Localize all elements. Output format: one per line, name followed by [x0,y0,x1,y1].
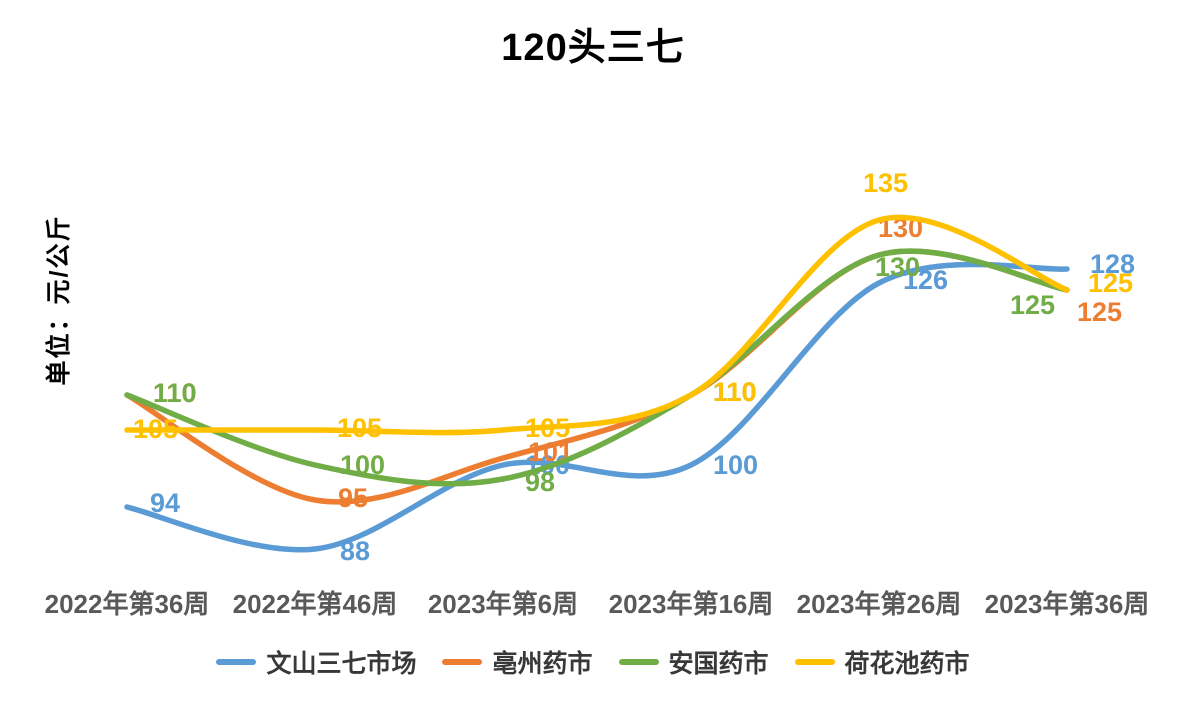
data-label-2-0: 110 [153,378,197,408]
legend-label-0: 文山三七市场 [266,650,417,678]
data-label-0-0: 94 [150,488,180,518]
legend-label-3: 荷花池药市 [844,650,970,678]
legend-label-2: 安国药市 [668,650,769,678]
data-label-0-5: 128 [1090,249,1135,279]
data-label-2-3: 110 [713,377,757,407]
data-label-2-1: 100 [340,450,385,480]
x-axis-label-1: 2022年第46周 [232,589,398,619]
legend-item-2: 安国药市 [618,644,769,680]
data-label-2-4: 130 [875,252,920,282]
legend-item-1: 亳州药市 [442,644,593,680]
data-label-0-4: 126 [903,265,948,295]
data-label-0-3: 100 [713,450,758,480]
legend-label-1: 亳州药市 [492,650,593,678]
data-label-1-1: 95 [338,483,368,513]
legend-item-0: 文山三七市场 [216,644,416,680]
legend: 文山三七市场 亳州药市 安国药市 荷花池药市 [0,644,1186,680]
data-label-2-5: 125 [1010,290,1055,320]
data-label-3-4: 135 [863,168,908,198]
legend-item-3: 荷花池药市 [794,644,970,680]
data-label-3-2: 105 [525,413,570,443]
data-label-1-5: 125 [1077,297,1122,327]
series-line-3 [124,214,1070,436]
x-axis-label-4: 2023年第26周 [796,589,962,619]
data-label-2-2: 98 [525,467,555,497]
data-label-1-3: 110 [713,377,757,407]
data-label-1-0: 110 [153,378,197,408]
x-axis-label-0: 2022年第36周 [44,589,210,619]
x-axis: 2022年第36周 2022年第46周 2023年第6周 2023年第16周 2023年… [0,584,1186,619]
x-axis-label-5: 2023年第36周 [984,589,1150,619]
legend-line-marker-icon [442,659,483,665]
data-label-0-1: 88 [340,536,370,566]
series-line-2 [124,248,1070,487]
legend-line-marker-icon [618,659,659,665]
x-axis-label-2: 2023年第6周 [427,589,579,619]
data-label-3-3: 110 [713,377,757,407]
x-axis-label-3: 2023年第16周 [608,589,774,619]
legend-line-marker-icon [216,659,257,665]
data-label-3-0: 105 [133,414,178,444]
data-label-3-5: 125 [1088,268,1133,298]
series-line-0 [124,261,1070,553]
data-label-3-1: 105 [337,413,382,443]
legend-line-marker-icon [794,659,835,665]
chart-title: 120头三七 [501,27,685,69]
